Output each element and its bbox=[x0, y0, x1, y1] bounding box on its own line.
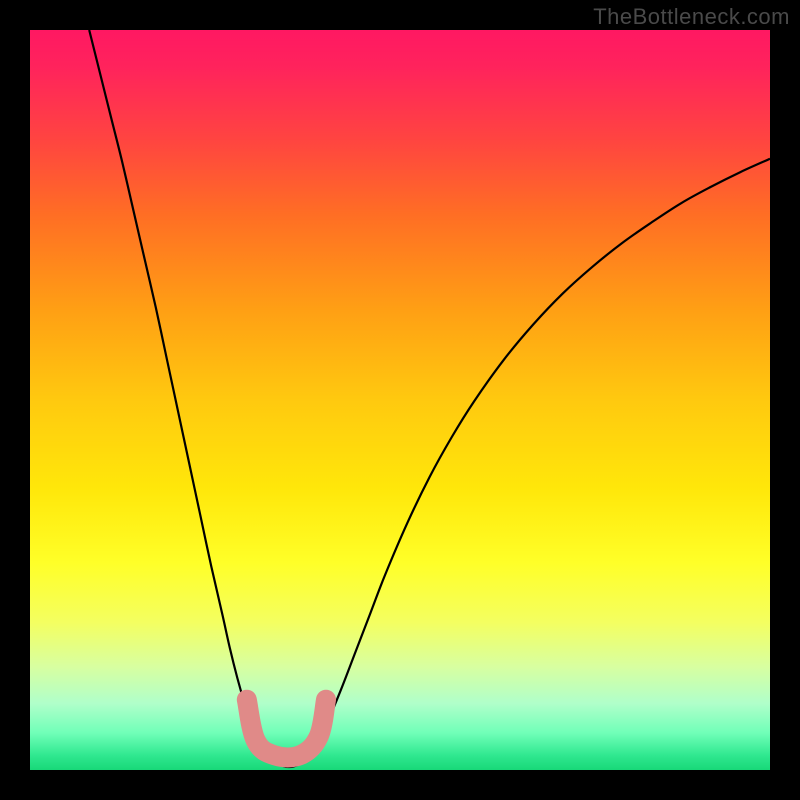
bottleneck-chart bbox=[30, 30, 770, 770]
optimal-marker bbox=[30, 30, 770, 770]
watermark-text: TheBottleneck.com bbox=[593, 4, 790, 30]
